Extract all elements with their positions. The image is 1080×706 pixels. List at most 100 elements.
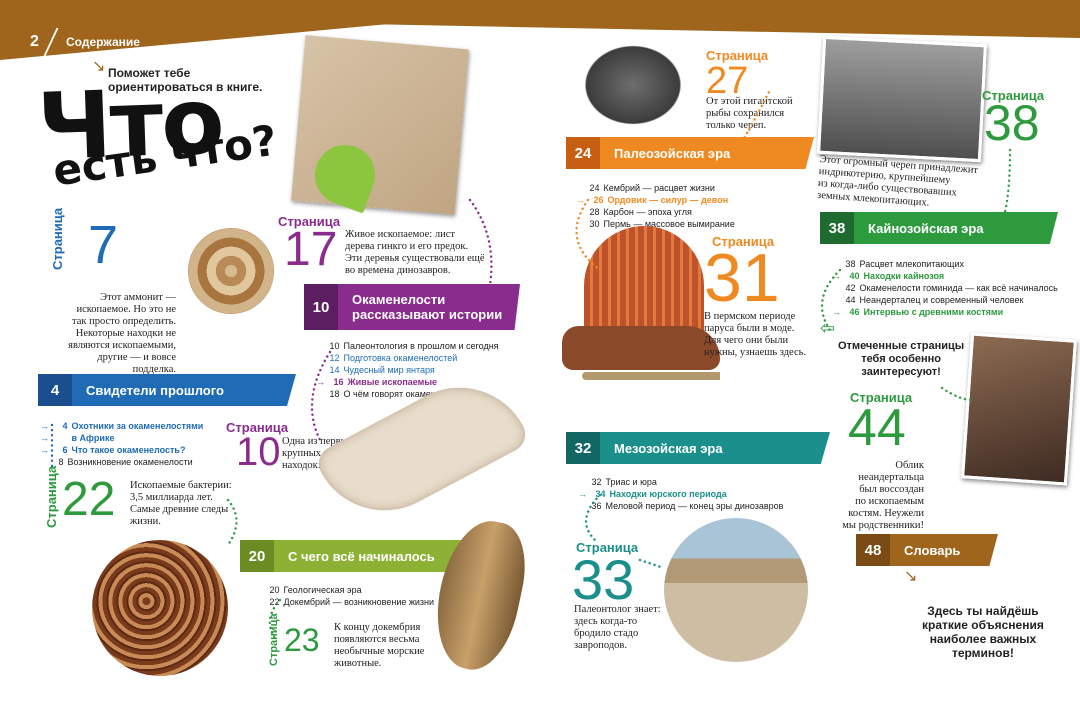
toc-page-number: 36: [591, 501, 602, 511]
caption-22: Ископаемые бактерии: 3,5 миллиарда лет. Са…: [130, 480, 232, 528]
fish-skull-image: [578, 40, 688, 130]
caption-10-line: Одна из первых: [282, 436, 353, 447]
toc-item[interactable]: → 16 Живые ископаемые: [316, 376, 499, 388]
caption-17: Живое ископаемое: лист дерева гинкго и ег…: [345, 229, 485, 277]
intro-text: Поможет тебе ориентироваться в книге.: [108, 66, 262, 94]
toc-section-38: 38 Расцвет млекопитающих → 40 Находки кайно…: [832, 258, 1058, 318]
page-label-38: Страница: [982, 88, 1045, 103]
caption-33-line: Палеонтолог знает:: [574, 604, 661, 615]
toc-item-title: Что такое окаменелость?: [71, 445, 186, 455]
toc-item[interactable]: 18 О чём говорят окаменелости: [316, 388, 499, 400]
intro-arrow-icon: ↘: [92, 58, 106, 75]
toc-item[interactable]: 8 Возникновение окаменелости: [40, 456, 203, 468]
toc-page-number: 8: [58, 457, 64, 467]
toc-arrow-icon: →: [576, 195, 588, 205]
toc-item[interactable]: 10 Палеонтология в прошлом и сегодня: [316, 340, 499, 352]
glossary-note-line: терминов!: [951, 646, 1014, 660]
toc-item-title: Триас и юра: [605, 477, 657, 487]
section-banner-48[interactable]: 48 Словарь: [856, 534, 998, 566]
toc-item[interactable]: 28 Карбон — эпоха угля: [576, 206, 735, 218]
caption-33: Палеонтолог знает: здесь когда-то бродило …: [574, 604, 661, 652]
caption-23-line: К концу докембрия: [334, 622, 421, 633]
caption-44: Облик неандертальца был воссоздан по ископ…: [828, 460, 924, 532]
toc-item[interactable]: → 26 Ордовик — силур — девон: [576, 194, 735, 206]
toc-item[interactable]: → 46 Интервью с древними костями: [832, 306, 1058, 318]
toc-item[interactable]: 20 Геологическая эра: [256, 584, 434, 596]
toc-item[interactable]: 36 Меловой период — конец эры динозавров: [578, 500, 784, 512]
toc-page-number: 10: [329, 341, 340, 351]
toc-arrow-icon: →: [40, 445, 52, 455]
section-banner-24[interactable]: 24 Палеозойская эра: [566, 137, 814, 169]
toc-item-title: Кембрий — расцвет жизни: [603, 183, 715, 193]
toc-page-number: 6: [62, 445, 68, 455]
toc-item[interactable]: 42 Окаменелости гоминида — как всё начина…: [832, 282, 1058, 294]
toc-item[interactable]: 22 Докембрий — возникновение жизни: [256, 596, 435, 608]
caption-31-line: В пермском периоде: [704, 311, 796, 322]
toc-item[interactable]: 12 Подготовка окаменелостей: [316, 352, 499, 364]
caption-22-line: Самые древние следы: [130, 504, 229, 515]
toc-page-number: 18: [329, 389, 340, 399]
section-num-20: 20: [240, 540, 274, 572]
toc-item-title: Окаменелости гоминида — как всё начинало…: [859, 283, 1058, 293]
toc-item-title: Геологическая эра: [283, 585, 362, 595]
toc-item[interactable]: → 6 Что такое окаменелость?: [40, 444, 203, 456]
glossary-note-line: Здесь ты найдёшь: [927, 604, 1039, 618]
page-label-44: Страница: [850, 390, 913, 405]
caption-17-line: дерева гинкго и его предок.: [345, 241, 469, 252]
caption-23-line: животные.: [334, 658, 382, 669]
sauropod-tracks-image: [664, 518, 808, 662]
page-label-33: Страница: [576, 540, 639, 555]
toc-arrow-icon: →: [40, 433, 52, 443]
section-num-24: 24: [566, 137, 600, 169]
caption-22-line: жизни.: [130, 516, 161, 527]
toc-item[interactable]: 24 Кембрий — расцвет жизни: [576, 182, 735, 194]
caption-22-line: 3,5 миллиарда лет.: [130, 492, 213, 503]
glossary-note: Здесь ты найдёшь краткие объяснения наибол…: [922, 604, 1044, 660]
toc-arrow-icon: →: [832, 307, 844, 317]
toc-item[interactable]: 30 Пермь — массовое вымирание: [576, 218, 735, 230]
toc-item-title: Находки кайнозоя: [863, 271, 945, 281]
toc-item-title: Меловой период — конец эры динозавров: [605, 501, 784, 511]
dimetrodon-image: [562, 226, 720, 396]
page-number: 2: [30, 33, 39, 50]
toc-item[interactable]: 32 Триас и юра: [578, 476, 783, 488]
page-number-38: 38: [984, 95, 1040, 151]
toc-item-title: О чём говорят окаменелости: [343, 389, 465, 399]
toc-page-number: 44: [845, 295, 856, 305]
section-banner-4[interactable]: 4 Свидетели прошлого: [38, 374, 296, 406]
toc-page-number: 14: [329, 365, 340, 375]
caption-44-line: костям. Неужели: [848, 508, 924, 519]
caption-44-line: был воссоздан: [859, 484, 924, 495]
toc-item-title: Карбон — эпоха угля: [603, 207, 692, 217]
intro-line-1: Поможет тебе: [108, 66, 191, 80]
toc-arrow-icon: →: [40, 421, 52, 431]
toc-section-20: 20 Геологическая эра 22 Докембрий — возник…: [256, 584, 435, 608]
toc-page-number: 26: [593, 195, 604, 205]
toc-item[interactable]: → 40 Находки кайнозоя: [832, 270, 1058, 282]
caption-22-line: Ископаемые бактерии:: [130, 480, 232, 491]
page-number-17: 17: [284, 223, 338, 276]
caption-44-line: мы родственники!: [842, 520, 924, 531]
caption-44-line: Облик неандертальца: [858, 460, 924, 483]
caption-17-line: Живое ископаемое: лист: [345, 229, 455, 240]
ammonite-image: [188, 228, 274, 314]
toc-item[interactable]: → 4 Охотники за окаменелостями: [40, 420, 203, 432]
toc-item[interactable]: → в Африке: [40, 432, 203, 444]
toc-section-4: → 4 Охотники за окаменелостями → в Африке →…: [40, 420, 203, 468]
toc-item[interactable]: 14 Чудесный мир янтаря: [316, 364, 499, 376]
page-number-22: 22: [62, 473, 116, 526]
page-number-23: 23: [284, 622, 320, 658]
section-num-10: 10: [304, 284, 338, 330]
caption-17-line: Эти деревья существовали ещё: [345, 253, 485, 264]
section-banner-32[interactable]: 32 Мезозойская эра: [566, 432, 830, 464]
section-banner-20[interactable]: 20 С чего всё начиналось: [240, 540, 468, 572]
caption-7-line: ископаемое. Но это не: [76, 304, 176, 315]
toc-item[interactable]: 38 Расцвет млекопитающих: [832, 258, 1058, 270]
toc-item[interactable]: 44 Неандерталец и современный человек: [832, 294, 1058, 306]
section-title: Содержание: [66, 35, 140, 49]
caption-7-line: другие — и вовсе: [97, 352, 176, 363]
caption-7-line: Этот аммонит —: [100, 292, 176, 303]
section-banner-38[interactable]: 38 Кайнозойская эра: [820, 212, 1058, 244]
toc-item-title: Ордовик — силур — девон: [607, 195, 729, 205]
